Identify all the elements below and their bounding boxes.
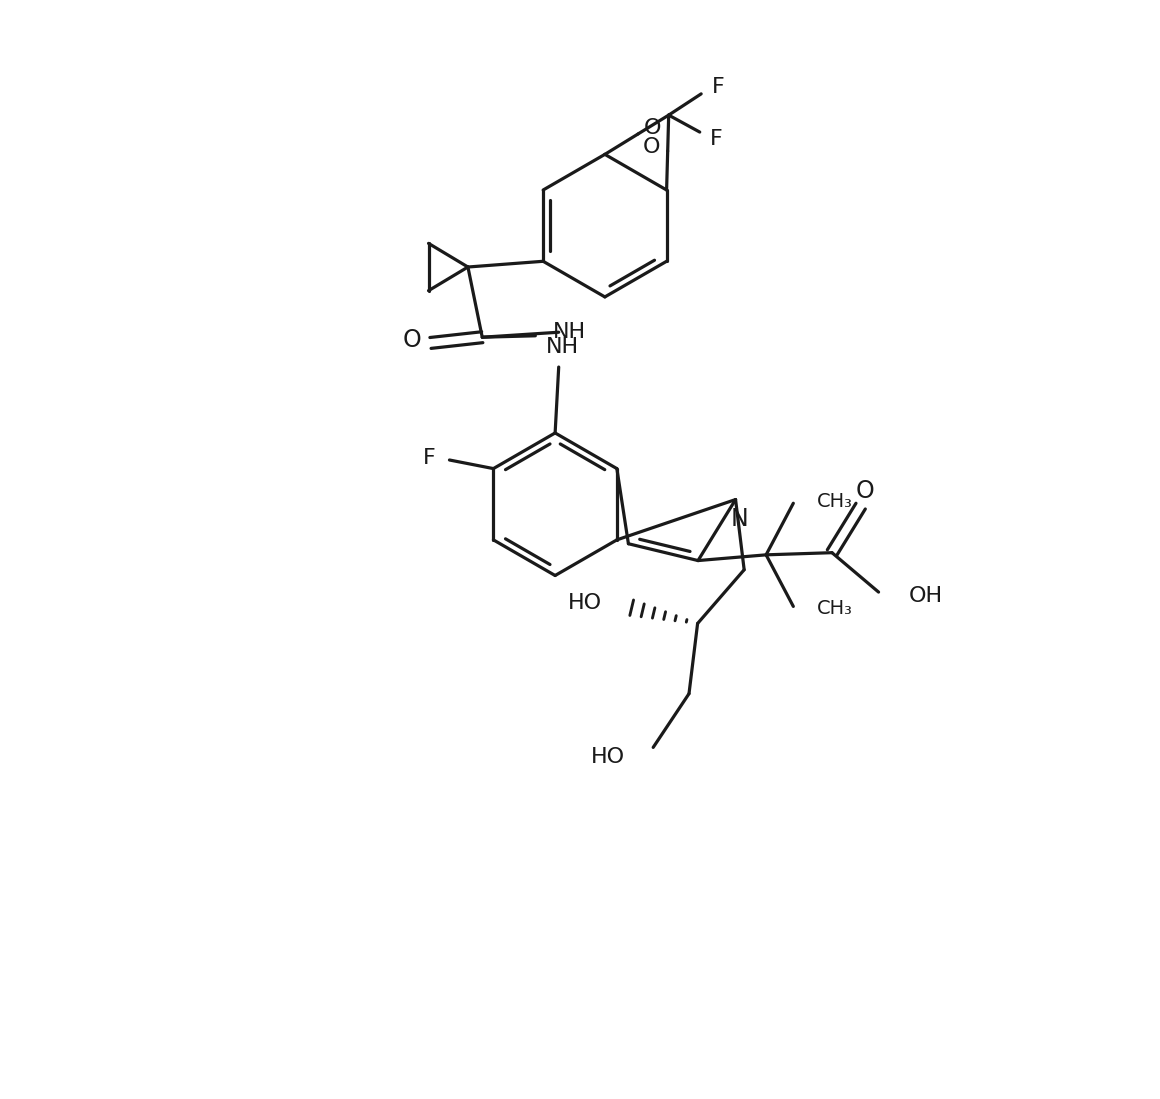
- Text: CH₃: CH₃: [817, 599, 853, 618]
- Text: O: O: [403, 328, 421, 352]
- Text: HO: HO: [567, 592, 602, 613]
- Text: F: F: [712, 77, 725, 97]
- Text: NH: NH: [553, 322, 586, 342]
- Text: CH₃: CH₃: [817, 491, 853, 511]
- Text: NH: NH: [546, 337, 579, 357]
- Text: F: F: [423, 448, 436, 468]
- Text: OH: OH: [908, 586, 943, 606]
- Text: O: O: [643, 137, 660, 157]
- Text: O: O: [855, 479, 873, 503]
- Text: O: O: [644, 118, 661, 138]
- Text: HO: HO: [592, 747, 625, 767]
- Text: N: N: [731, 508, 748, 532]
- Text: F: F: [710, 129, 723, 149]
